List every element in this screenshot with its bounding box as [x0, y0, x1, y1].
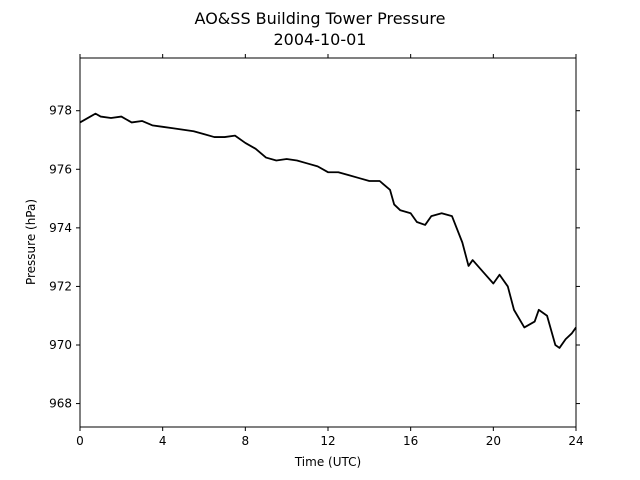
- x-tick-label: 8: [242, 434, 250, 448]
- y-tick-label: 976: [49, 162, 72, 176]
- y-tick-label: 972: [49, 279, 72, 293]
- plot-frame: [79, 57, 577, 428]
- x-tick-label: 0: [76, 434, 84, 448]
- x-tick-label: 16: [403, 434, 418, 448]
- x-tick-label: 20: [486, 434, 501, 448]
- chart-subtitle: 2004-10-01: [274, 30, 367, 49]
- y-tick-label: 968: [49, 397, 72, 411]
- x-axis-label: Time (UTC): [294, 455, 361, 469]
- chart-title: AO&SS Building Tower Pressure: [195, 9, 446, 28]
- x-tick-label: 12: [320, 434, 335, 448]
- x-tick-label: 4: [159, 434, 167, 448]
- y-tick-label: 974: [49, 221, 72, 235]
- x-tick-label: 24: [568, 434, 583, 448]
- y-axis-label: Pressure (hPa): [24, 199, 38, 285]
- data-line: [79, 112, 577, 349]
- y-tick-label: 978: [49, 104, 72, 118]
- y-tick-label: 970: [49, 338, 72, 352]
